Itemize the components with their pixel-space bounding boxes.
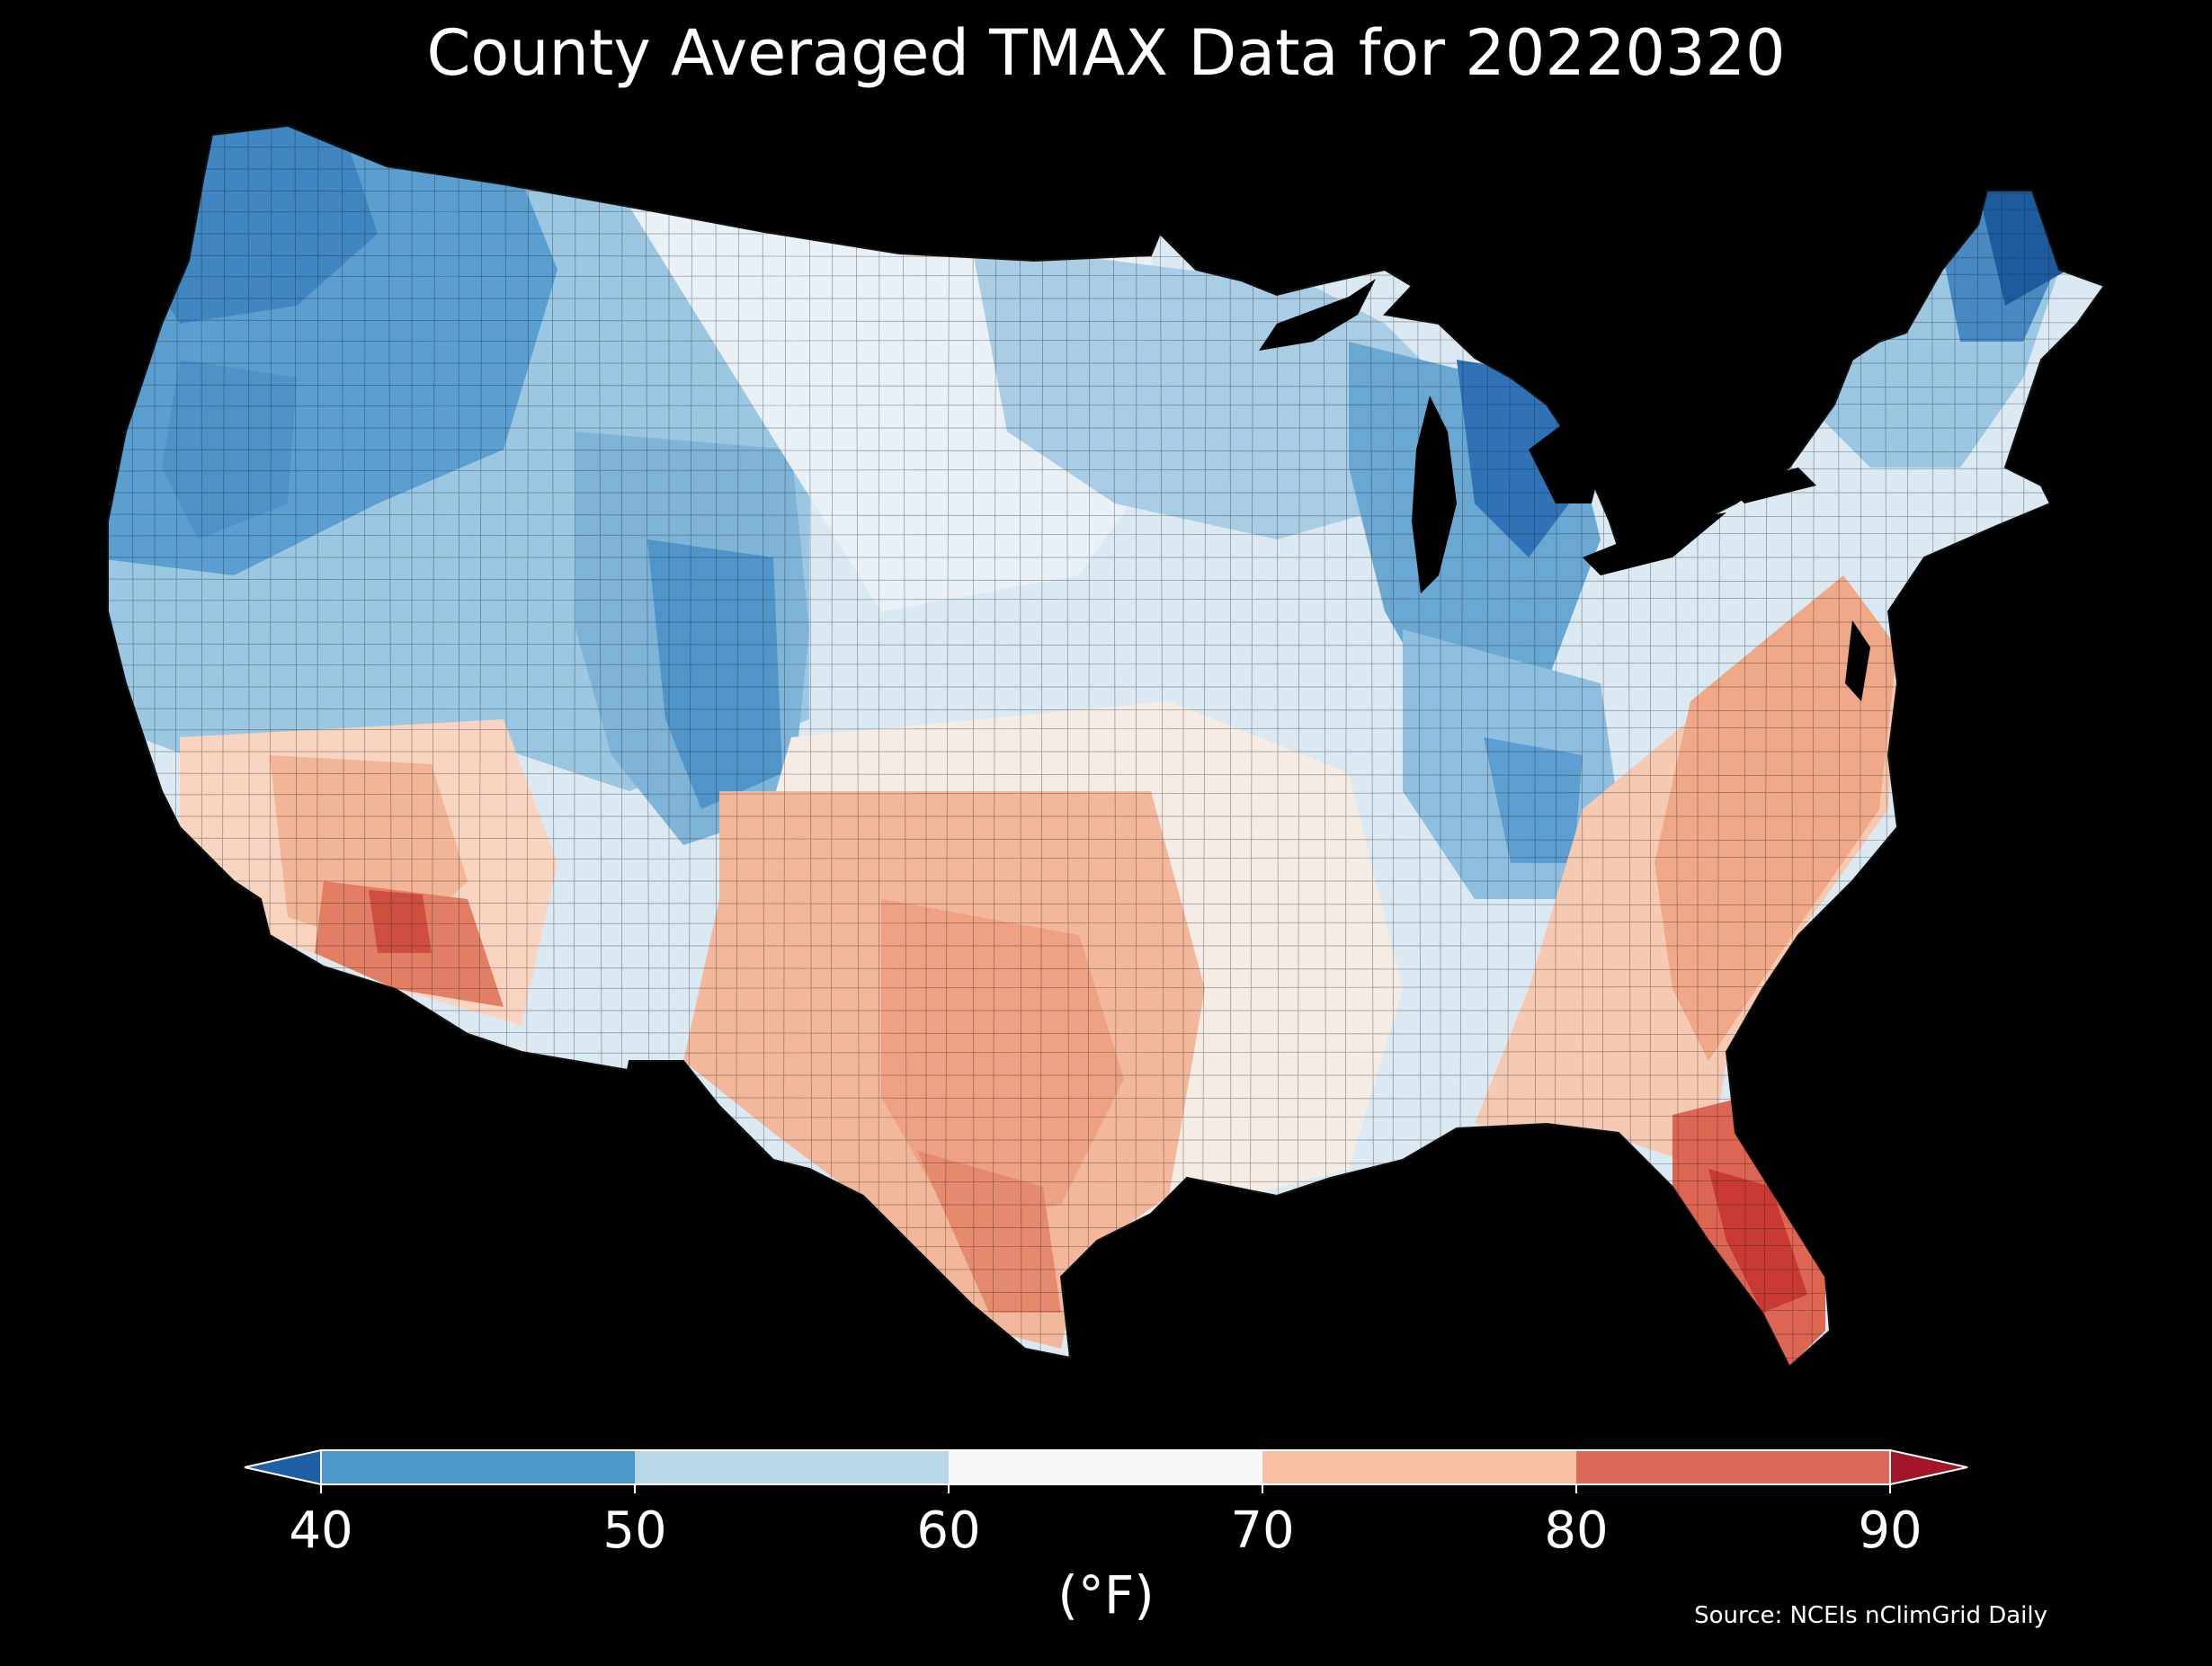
colorbar-tick-label-80: 80 — [1544, 1501, 1608, 1560]
colorbar-under-arrow — [244, 1448, 322, 1486]
colorbar-bin-70-80 — [1262, 1450, 1576, 1484]
colorbar-units-label: (°F) — [1057, 1564, 1155, 1626]
map-title: County Averaged TMAX Data for 20220320 — [426, 16, 1786, 90]
colorbar-frame — [320, 1449, 1891, 1485]
colorbar-bin-60-70 — [949, 1450, 1262, 1484]
colorbar-tick-label-90: 90 — [1858, 1501, 1922, 1560]
source-credit: Source: NCEIs nClimGrid Daily — [1694, 1602, 2047, 1629]
colorbar-bin-50-60 — [635, 1450, 949, 1484]
colorbar-bin-40-50 — [321, 1450, 635, 1484]
colorbar-bin-80-90 — [1576, 1450, 1890, 1484]
colorbar-tick-label-60: 60 — [916, 1501, 980, 1560]
colorbar-over-arrow — [1889, 1448, 1968, 1486]
colorbar-tick-label-70: 70 — [1230, 1501, 1294, 1560]
colorbar-tick-label-40: 40 — [289, 1501, 352, 1560]
colorbar-tick-label-50: 50 — [602, 1501, 666, 1560]
